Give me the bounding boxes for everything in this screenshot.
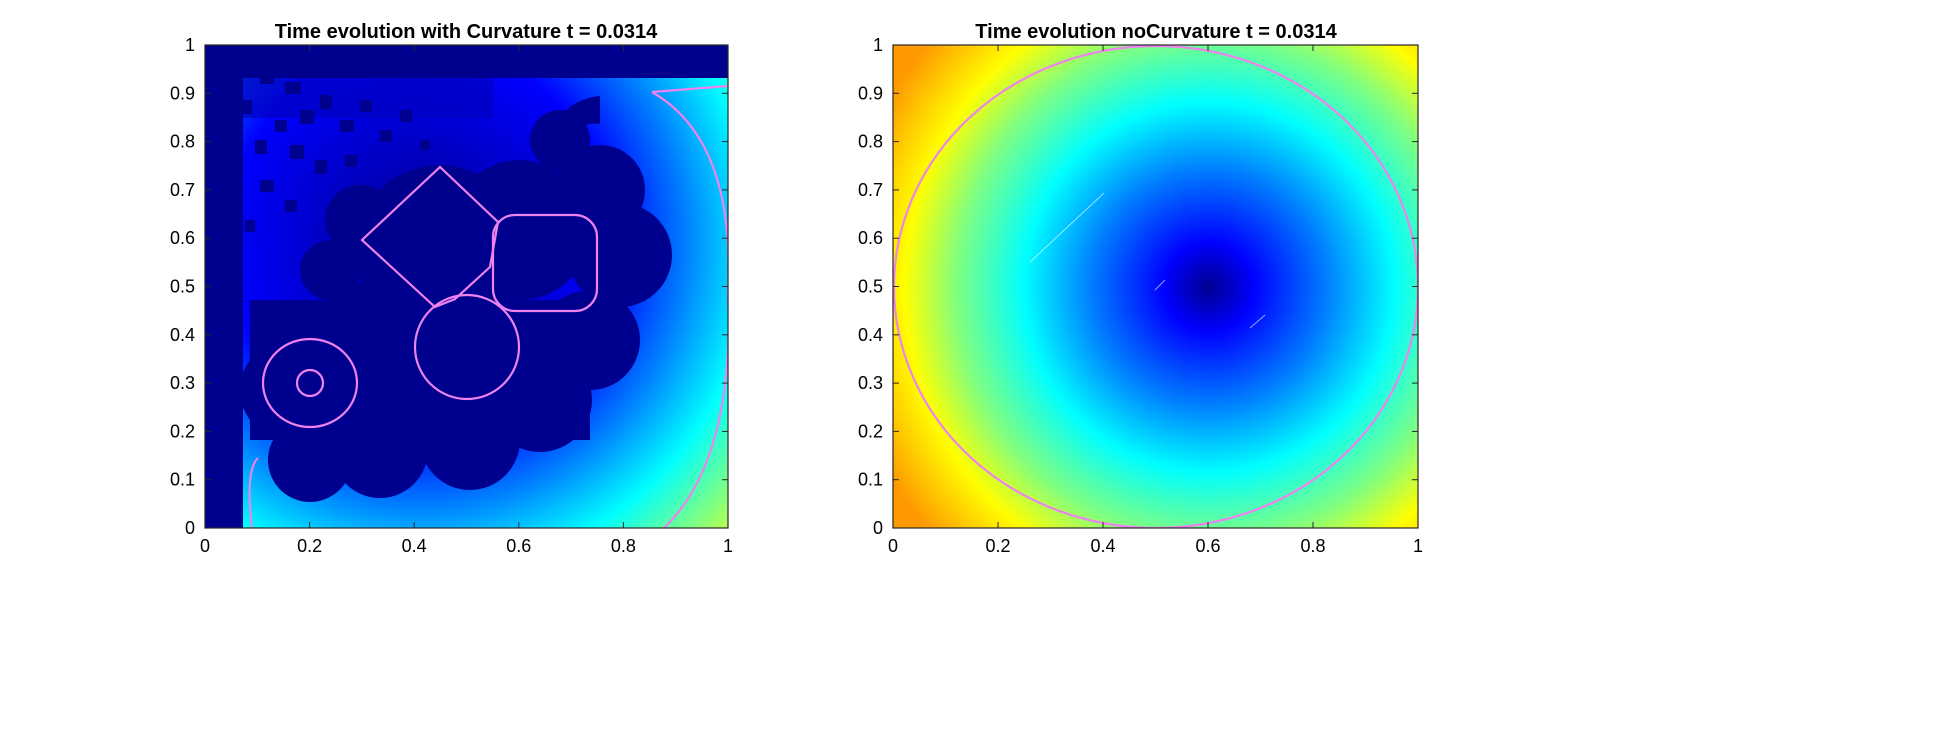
y-tick-label: 0.8 [858,132,883,152]
chart-title-nocurvature: Time evolution noCurvature t = 0.0314 [975,21,1337,43]
contour-ring-outer [261,337,359,429]
contour-rounded-rect [491,213,599,313]
heatmap-curvature [205,45,728,528]
x-tick-label: 0 [888,536,898,556]
x-tick-label: 0.6 [1195,536,1220,556]
y-tick-label: 0.1 [170,470,195,490]
x-tick-label: 1 [1413,536,1423,556]
y-tick-label: 0.9 [858,83,883,103]
y-tick-label: 0.3 [170,373,195,393]
y-tick-label: 0.5 [858,277,883,297]
y-tick-label: 1 [185,35,195,55]
y-tick-label: 0.2 [858,421,883,441]
contour-ring-inner [295,368,325,398]
y-tick-label: 0.8 [170,132,195,152]
y-tick-label: 0.4 [170,325,195,345]
contour-circle-large [413,293,521,401]
y-tick-label: 0.1 [858,470,883,490]
y-tick-label: 0.4 [858,325,883,345]
top-wall-region [205,45,728,78]
x-tick-label: 0.2 [985,536,1010,556]
chart-title-curvature: Time evolution with Curvature t = 0.0314 [275,21,658,43]
x-tick-label: 0.8 [1300,536,1325,556]
x-tick-label: 1 [723,536,733,556]
axis-ticks-nocurvature: 0 0.2 0.4 0.6 0.8 1 0 0.1 0.2 0.3 0.4 0.5 0.6 0.7 0.8 0… [858,35,1423,556]
x-tick-label: 0.8 [611,536,636,556]
y-tick-label: 0.9 [170,83,195,103]
x-tick-label: 0.4 [1090,536,1115,556]
scattered-cells [240,70,430,232]
y-tick-label: 0.7 [858,180,883,200]
y-tick-label: 0.3 [858,373,883,393]
y-tick-label: 0 [185,518,195,538]
contour-outer-top-right [651,84,728,94]
zero-level-set-curvature [248,84,728,528]
y-tick-label: 1 [873,35,883,55]
y-tick-label: 0.5 [170,277,195,297]
faint-features [1029,192,1266,329]
contour-outer-arc [651,91,728,528]
x-tick-label: 0 [200,536,210,556]
heatmap-nocurvature [893,45,1418,528]
y-tick-label: 0 [873,518,883,538]
left-wall-region [205,45,243,528]
axis-ticks-curvature: 0 0.2 0.4 0.6 0.8 1 0 0.1 0.2 0.3 0.4 0.5 0.6 0.7 0.8 0… [170,35,733,556]
contour-outer-bottom-left [248,457,259,528]
c-shape-region [550,96,640,192]
y-tick-label: 0.7 [170,180,195,200]
x-tick-label: 0.4 [402,536,427,556]
x-tick-label: 0.6 [506,536,531,556]
y-tick-label: 0.6 [170,228,195,248]
y-tick-label: 0.2 [170,421,195,441]
axes-curvature: Time evolution with Curvature t = 0.0314 [170,21,733,556]
x-tick-label: 0.2 [297,536,322,556]
y-tick-label: 0.6 [858,228,883,248]
